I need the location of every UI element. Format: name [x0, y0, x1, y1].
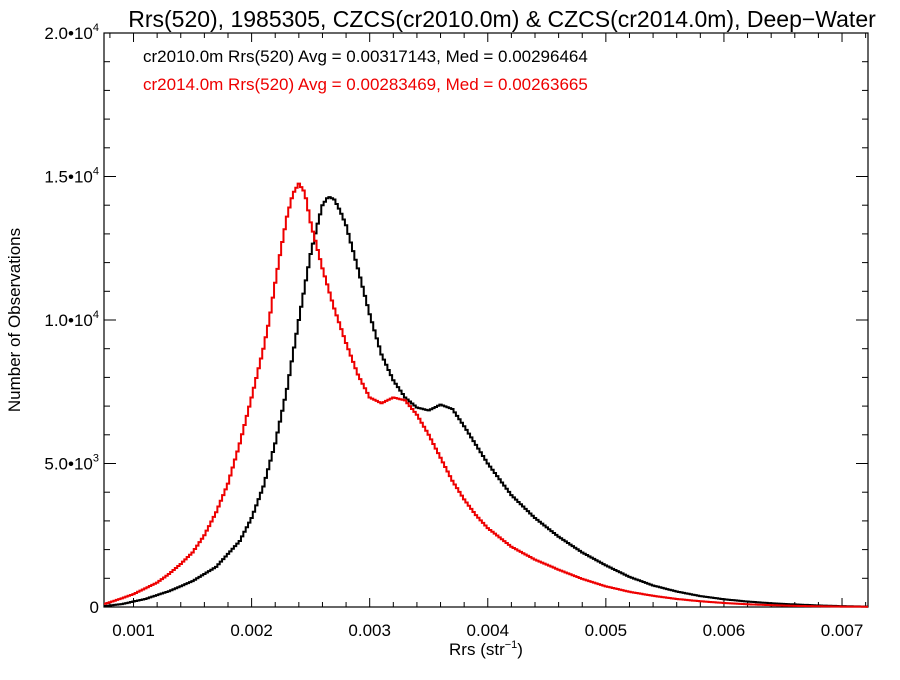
stats-annotation-1: cr2010.0m Rrs(520) Avg = 0.00317143, Med…: [143, 47, 588, 66]
plot-frame: [103, 32, 869, 608]
annotations: cr2010.0m Rrs(520) Avg = 0.00317143, Med…: [143, 47, 588, 94]
chart-title: Rrs(520), 1985305, CZCS(cr2010.0m) & CZC…: [128, 6, 876, 32]
y-tick-label-base: 2.0•10: [44, 24, 93, 43]
x-tick-label: 0.005: [585, 621, 628, 640]
series-layer: [104, 182, 868, 608]
y-tick-label-exponent: 4: [93, 22, 99, 34]
histogram-series-2: [104, 182, 868, 608]
x-axis-label-main: Rrs (str: [449, 640, 505, 659]
y-tick-label-base: 1.0•10: [44, 311, 93, 330]
x-tick-label: 0.006: [703, 621, 746, 640]
y-tick-label: 0: [90, 598, 99, 617]
x-tick-label: 0.002: [230, 621, 273, 640]
axis-ticks: 0.001 0.002 0.003 0.004 0.005 0.006 0.007 0 5.0•…: [44, 22, 868, 640]
y-tick-label: 1.5•104: [44, 166, 99, 187]
x-tick-label: 0.003: [348, 621, 391, 640]
x-axis-label-close: ): [517, 640, 523, 659]
y-tick-label-base: 1.5•10: [44, 168, 93, 187]
x-tick-label: 0.004: [466, 621, 509, 640]
stats-annotation-2: cr2014.0m Rrs(520) Avg = 0.00283469, Med…: [143, 75, 588, 94]
histogram-series-1: [104, 196, 868, 608]
y-tick-label-exponent: 3: [93, 453, 99, 465]
x-axis-label: Rrs (str−1): [449, 639, 523, 659]
x-axis-label-superscript: −1: [505, 639, 518, 651]
y-tick-label: 5.0•103: [44, 453, 99, 474]
y-tick-label-base: 0: [90, 598, 99, 617]
x-tick-label: 0.001: [112, 621, 155, 640]
y-axis-label: Number of Observations: [5, 228, 24, 412]
y-tick-label-base: 5.0•10: [44, 455, 93, 474]
x-tick-label: 0.007: [821, 621, 864, 640]
y-tick-label: 1.0•104: [44, 309, 99, 330]
y-tick-label-exponent: 4: [93, 309, 99, 321]
y-tick-label-exponent: 4: [93, 166, 99, 178]
y-tick-label: 2.0•104: [44, 22, 99, 43]
